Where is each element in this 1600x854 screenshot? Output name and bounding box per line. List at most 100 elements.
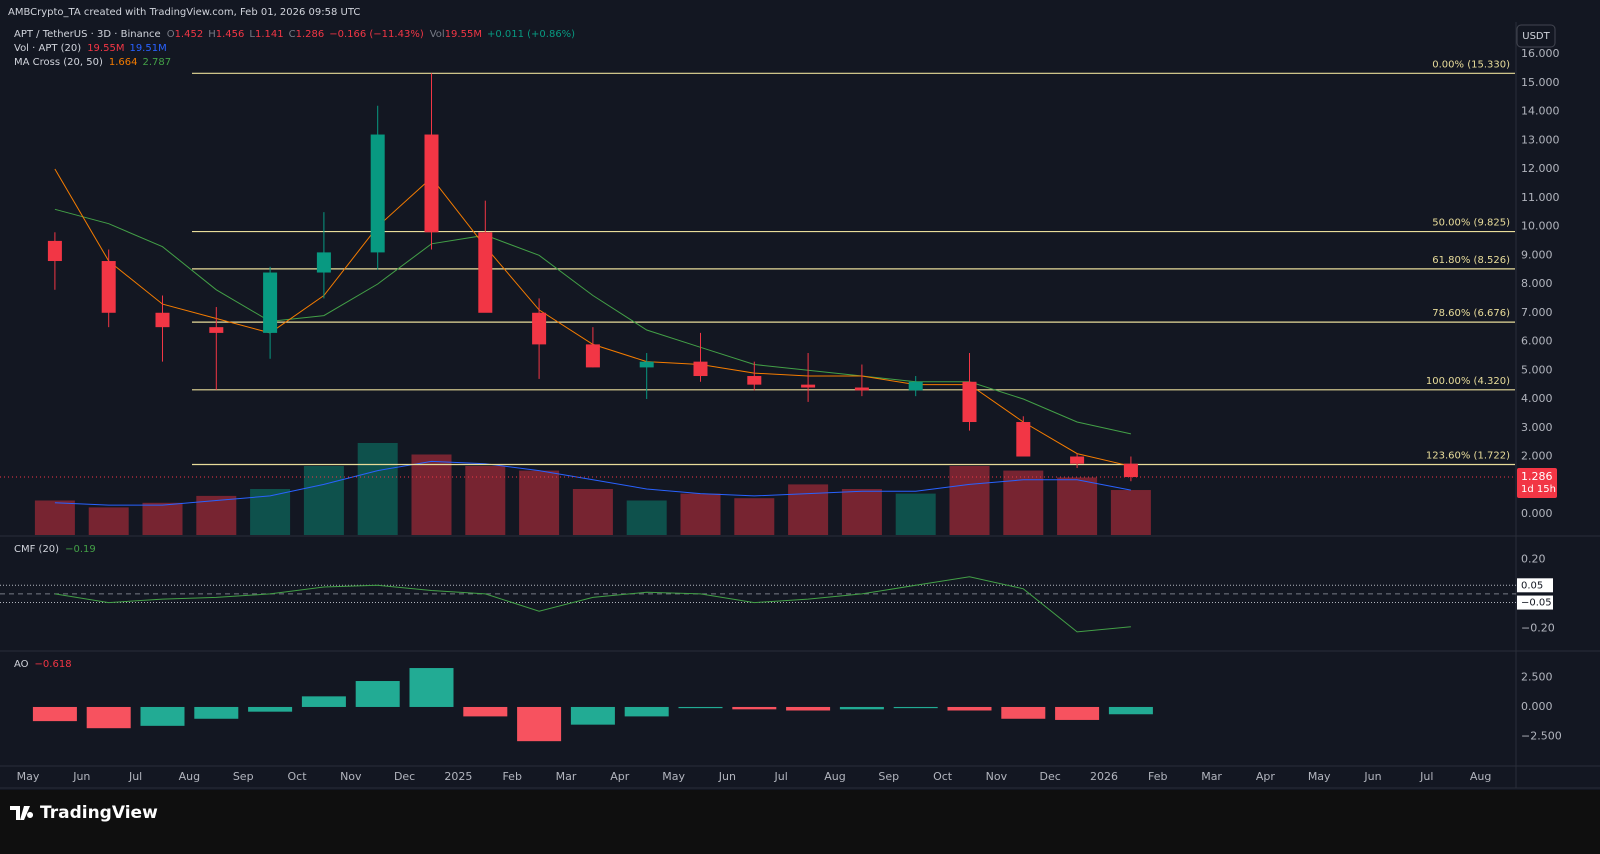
quote-key: L xyxy=(249,29,255,40)
ao-bar xyxy=(248,706,293,712)
volume-bar xyxy=(841,489,882,535)
x-tick-label: Jul xyxy=(1419,770,1433,783)
x-tick-label: May xyxy=(1308,770,1331,783)
y-tick-label: 12.000 xyxy=(1521,162,1560,175)
ao-bar xyxy=(86,706,131,729)
x-tick-label: Mar xyxy=(556,770,577,783)
fib-label: 100.00% (4.320) xyxy=(1426,376,1510,387)
last-price-box xyxy=(1517,468,1557,499)
candle-body xyxy=(1070,456,1085,464)
legend-ma: MA Cross (20, 50) 1.664 2.787 xyxy=(14,57,171,68)
x-tick-label: Jun xyxy=(718,770,736,783)
x-tick-label: Jul xyxy=(774,770,788,783)
candle-body xyxy=(47,240,62,262)
candle-body xyxy=(1016,422,1031,457)
volume-bar xyxy=(734,498,775,535)
legend-cmf: CMF (20) −0.19 xyxy=(14,544,96,555)
reference-box xyxy=(1517,578,1553,593)
ao-bar xyxy=(355,681,400,707)
x-tick-label: Jun xyxy=(1363,770,1381,783)
y-tick-label: 13.000 xyxy=(1521,133,1560,146)
y-tick-label: 9.000 xyxy=(1521,248,1553,261)
candle-body xyxy=(370,134,385,253)
quote-key: O xyxy=(167,29,175,40)
volume-change: +0.011 (+0.86%) xyxy=(487,29,575,40)
indicator-name: Vol · APT (20) xyxy=(14,43,81,54)
brand-name[interactable]: TradingView xyxy=(40,803,158,823)
reference-label: 0.05 xyxy=(1521,580,1543,591)
volume-bar xyxy=(895,493,936,535)
y-tick-label: 0.000 xyxy=(1521,700,1553,713)
y-tick-label: 2.500 xyxy=(1521,670,1553,683)
volume-bar xyxy=(357,443,398,535)
candle-body xyxy=(101,261,116,313)
fib-label: 61.80% (8.526) xyxy=(1432,255,1510,266)
currency-button[interactable] xyxy=(1516,24,1556,48)
x-tick-label: Jun xyxy=(72,770,90,783)
candle-body xyxy=(854,387,869,391)
fib-label: 78.60% (6.676) xyxy=(1432,308,1510,319)
y-tick-label: 7.000 xyxy=(1521,306,1553,319)
x-tick-label: Jul xyxy=(128,770,142,783)
indicator-name: MA Cross (20, 50) xyxy=(14,57,103,68)
ao-bar xyxy=(678,706,723,709)
y-tick-label: 10.000 xyxy=(1521,220,1560,233)
attribution: AMBCrypto_TA created with TradingView.co… xyxy=(8,7,360,18)
y-tick-label: 4.000 xyxy=(1521,392,1553,405)
fib-label: 50.00% (9.825) xyxy=(1432,218,1510,229)
candle-body xyxy=(316,252,331,273)
volume-bar xyxy=(572,489,613,535)
x-tick-label: Oct xyxy=(287,770,307,783)
indicator-name: AO xyxy=(14,659,29,670)
x-tick-label: Apr xyxy=(1256,770,1276,783)
candle-body xyxy=(639,361,654,368)
ao-bar xyxy=(947,706,992,711)
candle-body xyxy=(1123,463,1138,478)
reference-label: −0.05 xyxy=(1521,598,1552,609)
indicator-value: 2.787 xyxy=(143,57,172,68)
x-tick-label: Mar xyxy=(1201,770,1222,783)
x-tick-label: 2026 xyxy=(1090,770,1118,783)
indicator-value: 1.664 xyxy=(109,57,138,68)
volume-bar xyxy=(303,466,344,535)
last-price-label: 1.286 xyxy=(1521,470,1553,483)
ao-bar xyxy=(893,706,938,709)
y-tick-label: 0.000 xyxy=(1521,507,1553,520)
quote-change: −0.166 (−11.43%) xyxy=(329,29,424,40)
y-tick-label: 3.000 xyxy=(1521,421,1553,434)
ao-bar xyxy=(140,706,185,726)
x-tick-label: Aug xyxy=(1470,770,1491,783)
quote-key: C xyxy=(289,29,296,40)
volume-bar xyxy=(519,470,560,535)
volume-bar xyxy=(88,507,129,535)
y-tick-label: 6.000 xyxy=(1521,335,1553,348)
indicator-value: 19.51M xyxy=(129,43,166,54)
volume-ma-line xyxy=(54,460,1131,506)
cmf-line xyxy=(54,576,1131,633)
volume-bar xyxy=(949,466,990,535)
ma-slow-line xyxy=(54,208,1132,435)
candle-body xyxy=(801,384,816,388)
ao-bar xyxy=(1001,706,1046,719)
legend-ao: AO −0.618 xyxy=(14,659,72,670)
x-tick-label: Dec xyxy=(394,770,415,783)
brand-logo[interactable] xyxy=(10,806,34,820)
indicator-name: CMF (20) xyxy=(14,544,59,555)
ao-bar xyxy=(301,696,346,707)
volume-bar xyxy=(788,484,829,535)
candle-body xyxy=(478,232,493,313)
indicator-value: 19.55M xyxy=(87,43,124,54)
volume-bar xyxy=(626,500,667,535)
volume-bar xyxy=(1057,477,1098,535)
candle-body xyxy=(693,361,708,377)
volume-bar xyxy=(465,466,506,535)
ao-bar xyxy=(624,706,669,717)
x-tick-label: Dec xyxy=(1040,770,1061,783)
ao-bar xyxy=(1055,706,1100,720)
y-tick-label: 15.000 xyxy=(1521,76,1560,89)
y-tick-label: 14.000 xyxy=(1521,105,1560,118)
x-tick-label: Aug xyxy=(824,770,845,783)
currency-label[interactable]: USDT xyxy=(1522,31,1550,42)
